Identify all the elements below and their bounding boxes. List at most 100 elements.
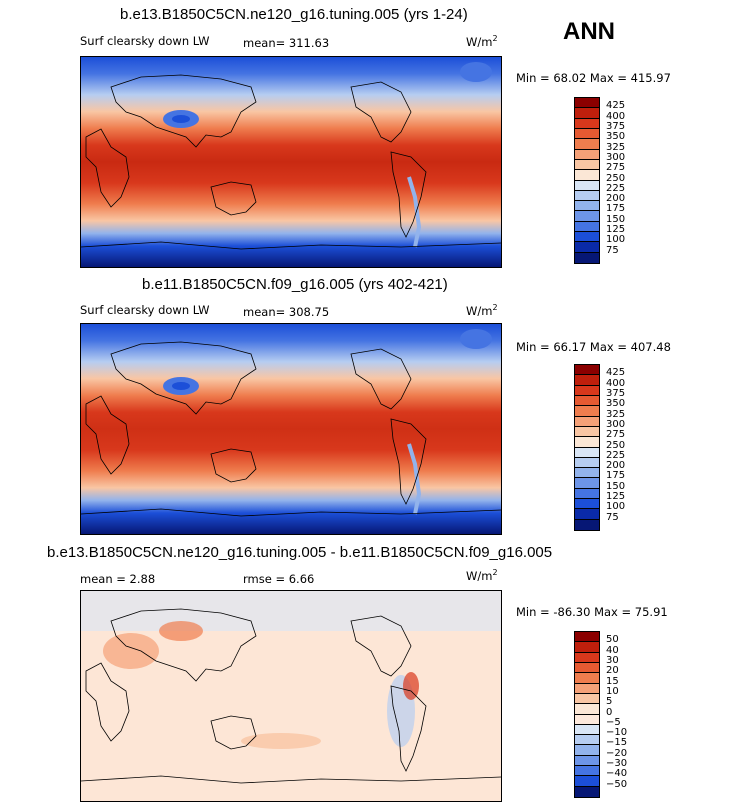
panel3-andes-anomaly [403, 672, 419, 700]
colorbar-swatch [575, 170, 599, 181]
panel3-map [80, 590, 502, 802]
panel2-mean: mean= 308.75 [243, 305, 330, 319]
colorbar-tick-label: 75 [606, 511, 619, 523]
colorbar-swatch [575, 652, 599, 663]
panel1-min-max: Min = 68.02 Max = 415.97 [516, 71, 671, 85]
colorbar-tick-label: 10 [606, 685, 619, 697]
panel3-title: b.e13.B1850C5CN.ne120_g16.tuning.005 - b… [47, 544, 553, 561]
panel1-variable-label: Surf clearsky down LW [80, 34, 210, 48]
colorbar-tick-label: 50 [606, 634, 619, 646]
panel3-min-max: Min = -86.30 Max = 75.91 [516, 605, 668, 619]
colorbar-tick-label: −30 [606, 758, 628, 770]
colorbar-swatch [575, 766, 599, 777]
colorbar-tick-label: 75 [606, 244, 619, 256]
panel2-map [80, 323, 502, 535]
panel2-colorbar [574, 364, 600, 531]
colorbar-swatch [575, 221, 599, 233]
colorbar-swatch [575, 662, 599, 674]
colorbar-tick-label: 225 [606, 449, 626, 461]
colorbar-swatch [575, 180, 599, 191]
colorbar-swatch [575, 232, 599, 243]
panel2-min-max: Min = 66.17 Max = 407.48 [516, 340, 671, 354]
colorbar-tick-label: 100 [606, 234, 626, 246]
colorbar-swatch [575, 468, 599, 479]
colorbar-swatch [575, 499, 599, 510]
colorbar-swatch [575, 375, 599, 386]
colorbar-tick-label: 125 [606, 224, 626, 236]
colorbar-tick-label: 225 [606, 182, 626, 194]
colorbar-tick-label: −15 [606, 737, 628, 749]
colorbar-swatch [575, 745, 599, 756]
panel2-title: b.e11.B1850C5CN.f09_g16.005 (yrs 402-421… [142, 276, 448, 293]
colorbar-tick-label: 30 [606, 654, 619, 666]
colorbar-tick-label: 200 [606, 193, 626, 205]
panel1-map [80, 56, 502, 268]
colorbar-swatch [575, 457, 599, 469]
panel1-mean: mean= 311.63 [243, 36, 330, 50]
colorbar-tick-label: 15 [606, 675, 619, 687]
colorbar-tick-label: 400 [606, 110, 626, 122]
panel1-tibet-core [172, 115, 190, 123]
panel3-southpacific-anomaly [241, 733, 321, 749]
colorbar-swatch [575, 108, 599, 119]
colorbar-tick-label: 200 [606, 460, 626, 472]
colorbar-tick-label: 425 [606, 367, 626, 379]
colorbar-swatch [575, 714, 599, 725]
panel2-andes-anomaly [407, 443, 422, 515]
colorbar-tick-label: 325 [606, 408, 626, 420]
colorbar-tick-label: 425 [606, 100, 626, 112]
panel2-variable-label: Surf clearsky down LW [80, 303, 210, 317]
panel2-greenland-anomaly [460, 329, 492, 349]
colorbar-swatch [575, 201, 599, 212]
panel1-andes-anomaly [407, 176, 422, 248]
colorbar-tick-label: 350 [606, 398, 626, 410]
colorbar-swatch [575, 395, 599, 407]
colorbar-swatch [575, 426, 599, 438]
colorbar-tick-label: −20 [606, 747, 628, 759]
colorbar-tick-label: 5 [606, 696, 613, 708]
colorbar-swatch [575, 632, 599, 643]
colorbar-tick-label: −5 [606, 716, 621, 728]
panel3-africa-anomaly [103, 633, 159, 669]
colorbar-swatch [575, 724, 599, 736]
season-label: ANN [563, 18, 615, 45]
colorbar-swatch [575, 406, 599, 417]
colorbar-swatch [575, 488, 599, 500]
panel3-mean: mean = 2.88 [80, 572, 156, 586]
colorbar-swatch [575, 447, 599, 458]
colorbar-swatch [575, 159, 599, 171]
panel3-colorbar [574, 631, 600, 798]
panel1-coastlines [81, 74, 501, 250]
colorbar-swatch [575, 211, 599, 222]
panel1-colorbar [574, 97, 600, 264]
colorbar-swatch [575, 683, 599, 694]
colorbar-swatch [575, 416, 599, 427]
colorbar-swatch [575, 786, 599, 797]
colorbar-swatch [575, 478, 599, 489]
panel1-units: W/m2 [466, 34, 498, 49]
panel2-coastlines [81, 341, 501, 517]
colorbar-tick-label: 0 [606, 706, 613, 718]
panel3-asia-anomaly [159, 621, 203, 641]
colorbar-tick-label: 350 [606, 131, 626, 143]
colorbar-tick-label: 300 [606, 151, 626, 163]
panel1-greenland-anomaly [460, 62, 492, 82]
panel3-north-band [81, 591, 501, 631]
colorbar-swatch [575, 693, 599, 705]
colorbar-swatch [575, 365, 599, 376]
colorbar-tick-label: 40 [606, 644, 619, 656]
colorbar-swatch [575, 642, 599, 653]
panel3-coastlines [81, 608, 501, 784]
panel3-units: W/m2 [466, 568, 498, 583]
colorbar-swatch [575, 252, 599, 263]
colorbar-tick-label: 375 [606, 387, 626, 399]
colorbar-swatch [575, 519, 599, 530]
panel3-map-svg [81, 591, 501, 801]
colorbar-swatch [575, 735, 599, 746]
colorbar-swatch [575, 118, 599, 129]
colorbar-swatch [575, 128, 599, 140]
colorbar-tick-label: 325 [606, 141, 626, 153]
colorbar-swatch [575, 385, 599, 396]
colorbar-tick-label: −40 [606, 768, 628, 780]
panel2-field [81, 324, 501, 534]
